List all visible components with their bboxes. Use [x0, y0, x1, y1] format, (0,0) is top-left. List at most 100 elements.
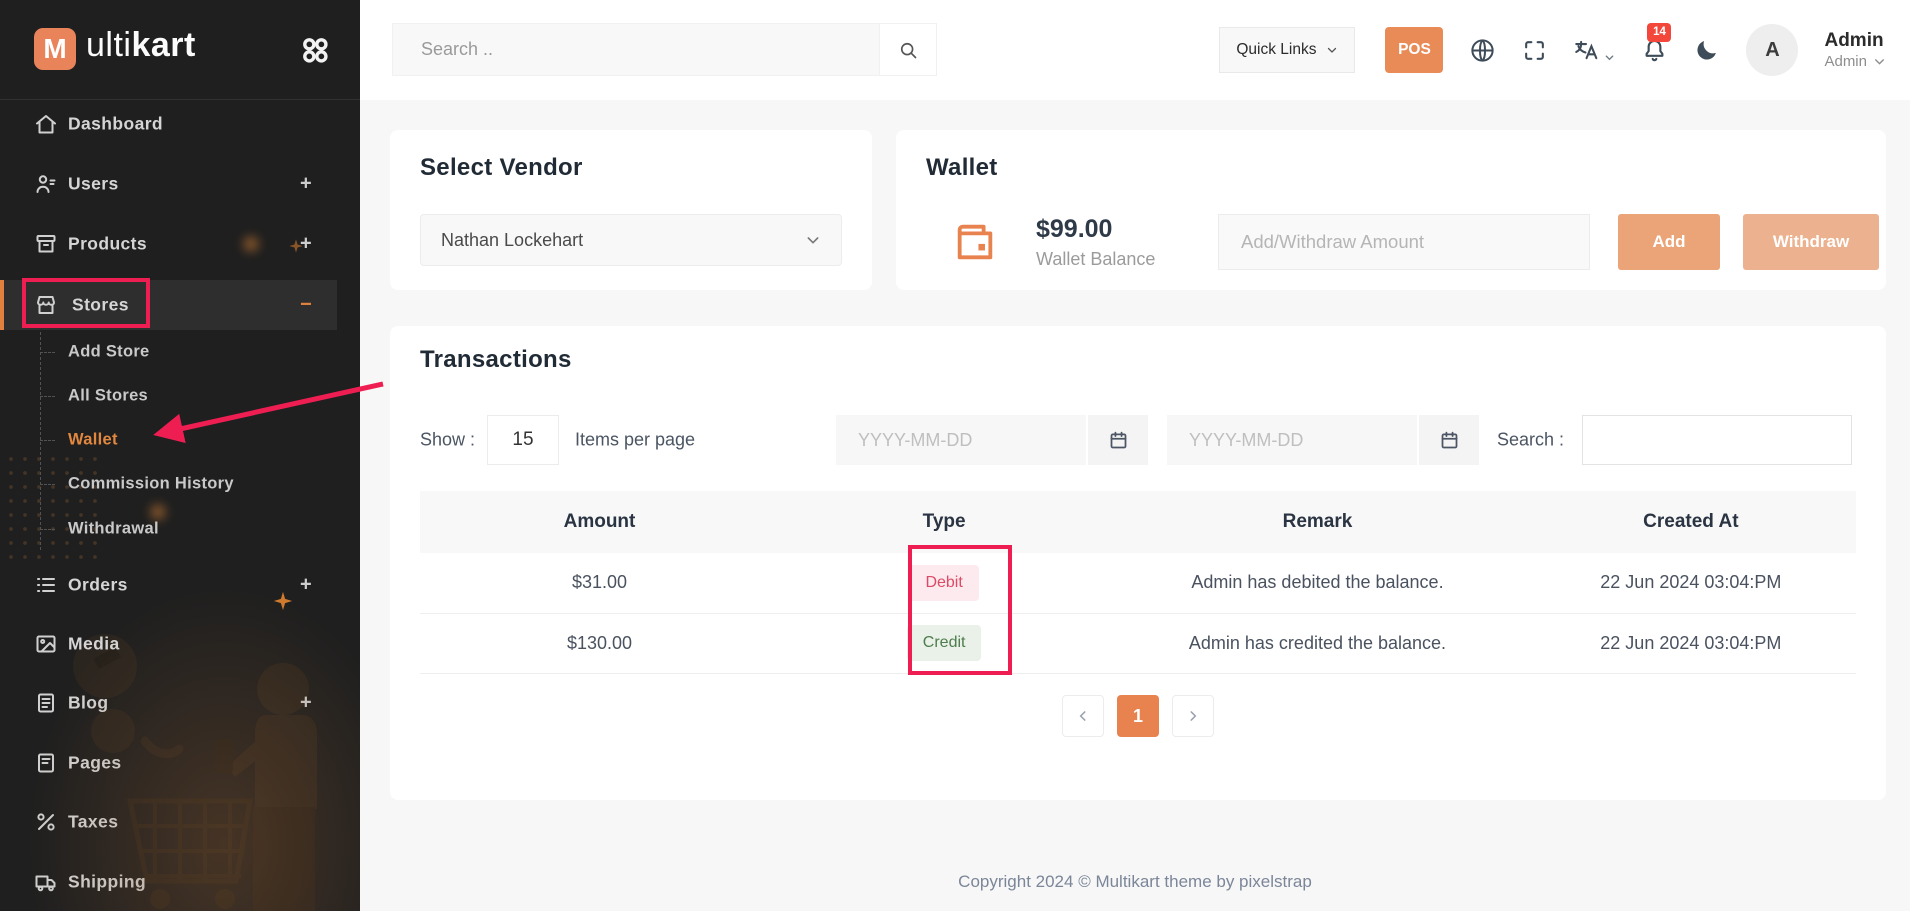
- select-vendor-card: Select Vendor Nathan Lockehart: [390, 130, 872, 290]
- chevron-down-icon: [807, 237, 819, 244]
- calendar-icon[interactable]: [1417, 415, 1479, 465]
- translate-language-selector[interactable]: [1573, 37, 1615, 63]
- expand-plus-icon[interactable]: +: [300, 691, 313, 714]
- show-label: Show :: [420, 429, 476, 450]
- home-icon: [34, 112, 58, 136]
- sidebar-item-products[interactable]: Products +: [0, 214, 360, 274]
- sidebar-item-blog[interactable]: Blog +: [0, 673, 360, 733]
- table-search-input[interactable]: [1582, 415, 1852, 465]
- brand-name[interactable]: ultikart: [86, 26, 196, 65]
- search-input[interactable]: [392, 23, 879, 76]
- sidebar-subitem-all-stores[interactable]: All Stores: [0, 374, 360, 418]
- date-to-picker[interactable]: YYYY-MM-DD: [1167, 415, 1479, 465]
- cell-remark: Admin has debited the balance.: [1109, 553, 1526, 614]
- header-actions: Quick Links POS 14 A Admin Admin: [1219, 0, 1886, 100]
- sidebar-item-label: Stores: [72, 294, 129, 315]
- sidebar-collapse-icon[interactable]: [298, 33, 332, 67]
- sidebar-item-pages[interactable]: Pages: [0, 733, 360, 793]
- column-header-type[interactable]: Type: [779, 491, 1110, 553]
- select-vendor-title: Select Vendor: [420, 154, 583, 181]
- dark-mode-moon-icon[interactable]: [1694, 37, 1720, 63]
- column-header-created-at[interactable]: Created At: [1525, 491, 1856, 553]
- sidebar-item-label: Pages: [68, 752, 122, 773]
- table-filters: Show : Items per page YYYY-MM-DD YYYY-MM…: [420, 415, 1856, 465]
- date-from-picker[interactable]: YYYY-MM-DD: [836, 415, 1148, 465]
- subitem-label: Withdrawal: [68, 519, 159, 538]
- sidebar-subitem-withdrawal[interactable]: Withdrawal: [0, 507, 360, 551]
- wallet-icon: [957, 224, 993, 260]
- chevron-left-icon: [1079, 711, 1086, 721]
- brand-logo-icon[interactable]: M: [34, 28, 76, 70]
- subitem-label: Add Store: [68, 342, 150, 361]
- wallet-card: Wallet $99.00 Wallet Balance Add Withdra…: [896, 130, 1886, 290]
- top-header: Quick Links POS 14 A Admin Admin: [360, 0, 1910, 100]
- pagination-prev-button[interactable]: [1062, 695, 1104, 737]
- submenu-guide-line: [40, 332, 41, 550]
- notification-count-badge: 14: [1647, 22, 1672, 42]
- sidebar-subitem-add-store[interactable]: Add Store: [0, 330, 360, 374]
- chevron-down-icon: [1606, 55, 1614, 61]
- column-header-remark[interactable]: Remark: [1109, 491, 1526, 553]
- fullscreen-icon[interactable]: [1522, 38, 1547, 63]
- orders-list-icon: [34, 573, 58, 597]
- expand-plus-icon[interactable]: +: [300, 172, 313, 195]
- sidebar-item-label: Users: [68, 173, 119, 194]
- sidebar-item-label: Media: [68, 633, 120, 654]
- pages-document-icon: [34, 751, 58, 775]
- products-icon: [34, 232, 58, 256]
- pagination-next-button[interactable]: [1172, 695, 1214, 737]
- vendor-selected-value: Nathan Lockehart: [441, 229, 584, 250]
- pagination: 1: [390, 695, 1886, 737]
- sidebar-item-label: Shipping: [68, 871, 147, 892]
- sidebar-item-shipping[interactable]: Shipping: [0, 852, 360, 911]
- table-row: $130.00 Credit Admin has credited the ba…: [420, 613, 1856, 674]
- table-header-row: Amount Type Remark Created At: [420, 491, 1856, 553]
- translate-icon: [1575, 40, 1598, 60]
- column-header-amount[interactable]: Amount: [420, 491, 779, 553]
- search-button[interactable]: [879, 23, 937, 76]
- user-avatar[interactable]: A: [1746, 24, 1799, 76]
- sidebar-item-stores[interactable]: Stores −: [0, 280, 337, 330]
- vendor-select[interactable]: Nathan Lockehart: [420, 214, 842, 266]
- language-globe-icon[interactable]: [1469, 37, 1496, 64]
- chevron-down-icon: [1875, 59, 1884, 66]
- expand-plus-icon[interactable]: +: [300, 573, 313, 596]
- user-name: Admin: [1824, 29, 1884, 51]
- sidebar-item-taxes[interactable]: Taxes: [0, 792, 360, 852]
- sidebar-item-label: Blog: [68, 692, 109, 713]
- user-role: Admin: [1824, 52, 1867, 70]
- sidebar-item-users[interactable]: Users +: [0, 154, 360, 214]
- withdraw-button[interactable]: Withdraw: [1743, 214, 1879, 270]
- cell-created-at: 22 Jun 2024 03:04:PM: [1525, 613, 1856, 674]
- pagination-page-1[interactable]: 1: [1117, 695, 1159, 737]
- sidebar-item-label: Products: [68, 233, 148, 254]
- subitem-label: Wallet: [68, 430, 118, 449]
- items-per-page-input[interactable]: [487, 415, 559, 465]
- search-icon: [900, 42, 917, 58]
- sidebar-item-orders[interactable]: Orders +: [0, 555, 360, 615]
- transactions-card: Transactions Show : Items per page YYYY-…: [390, 326, 1886, 800]
- sidebar-item-dashboard[interactable]: Dashboard: [0, 94, 360, 154]
- pos-button[interactable]: POS: [1385, 27, 1444, 73]
- users-icon: [34, 172, 58, 196]
- cell-amount: $130.00: [420, 613, 779, 674]
- sidebar-subitem-wallet[interactable]: Wallet: [0, 418, 360, 462]
- user-menu[interactable]: Admin Admin: [1824, 29, 1886, 72]
- quick-links-dropdown[interactable]: Quick Links: [1219, 27, 1356, 73]
- footer-copyright: Copyright 2024 © Multikart theme by pixe…: [958, 872, 1312, 891]
- collapse-minus-icon[interactable]: −: [300, 293, 313, 316]
- cell-remark: Admin has credited the balance.: [1109, 613, 1526, 674]
- notifications-bell[interactable]: 14: [1641, 22, 1672, 64]
- expand-plus-icon[interactable]: +: [300, 232, 313, 255]
- wallet-row: $99.00 Wallet Balance Add Withdraw: [926, 213, 1879, 271]
- calendar-icon[interactable]: [1086, 415, 1148, 465]
- add-withdraw-amount-input[interactable]: [1218, 214, 1590, 270]
- blog-document-icon: [34, 691, 58, 715]
- sidebar: M ultikart Dashboard Users + Products: [0, 0, 360, 911]
- sidebar-item-label: Orders: [68, 574, 128, 595]
- sidebar-item-label: Dashboard: [68, 113, 164, 134]
- sidebar-subitem-commission-history[interactable]: Commission History: [0, 462, 360, 506]
- chevron-right-icon: [1190, 711, 1197, 721]
- add-button[interactable]: Add: [1618, 214, 1720, 270]
- sidebar-item-media[interactable]: Media: [0, 614, 360, 674]
